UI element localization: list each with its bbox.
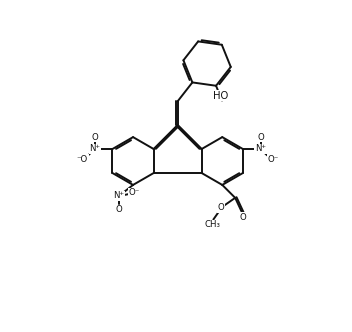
Text: O⁻: O⁻ bbox=[267, 154, 278, 164]
Text: O: O bbox=[92, 132, 98, 142]
Text: ⁻O: ⁻O bbox=[77, 154, 88, 164]
Text: HO: HO bbox=[213, 91, 228, 101]
Text: N⁺: N⁺ bbox=[255, 144, 266, 153]
Text: O⁻: O⁻ bbox=[129, 188, 140, 197]
Text: N⁺: N⁺ bbox=[89, 144, 100, 153]
Text: O: O bbox=[218, 203, 224, 212]
Text: O: O bbox=[257, 132, 264, 142]
Text: O: O bbox=[115, 205, 122, 214]
Text: CH₃: CH₃ bbox=[205, 220, 221, 229]
Text: N⁺: N⁺ bbox=[113, 191, 125, 200]
Text: O: O bbox=[239, 213, 246, 222]
